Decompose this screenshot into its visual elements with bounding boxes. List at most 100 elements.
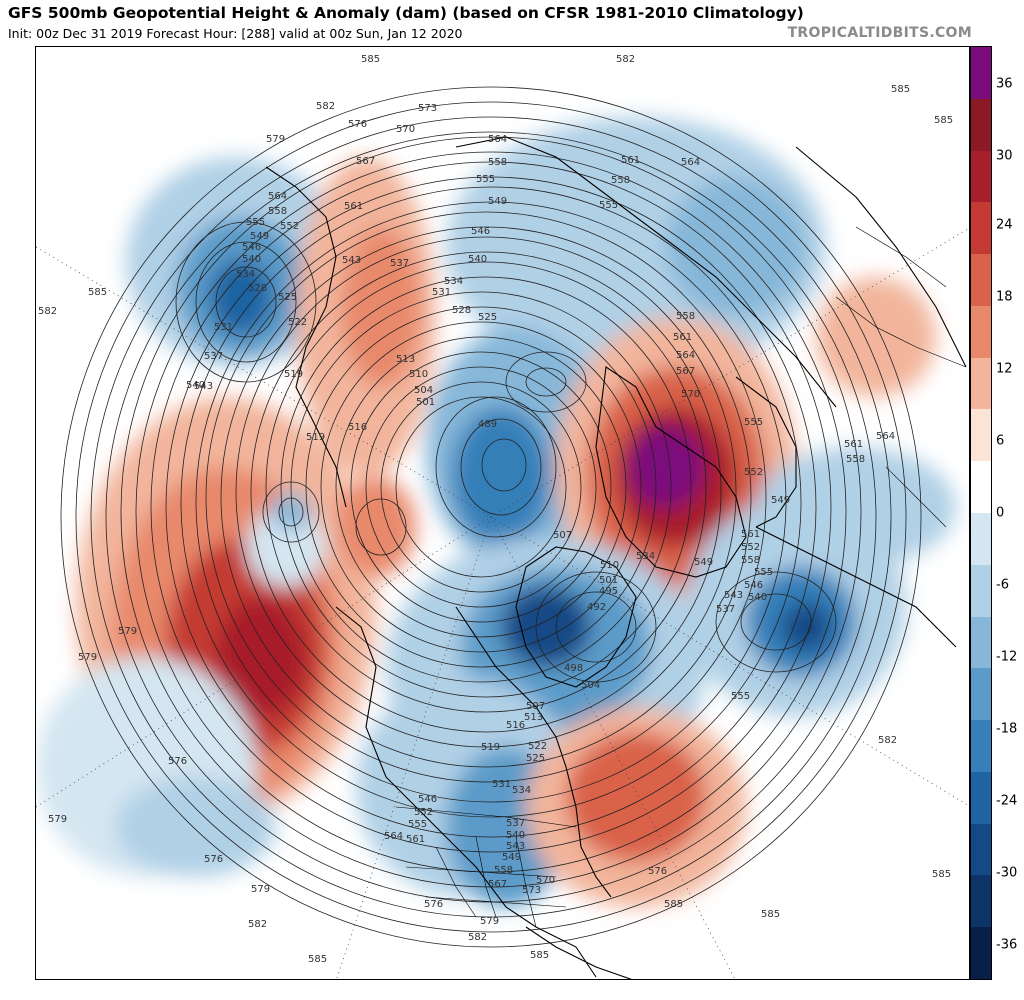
contour-label: 489: [478, 419, 497, 430]
colorbar-label: -36: [996, 937, 1018, 953]
contour: [395, 396, 567, 578]
colorbar-segment: [971, 875, 991, 928]
anomaly-shade: [216, 597, 306, 717]
contour: [481, 438, 527, 492]
contour-label: 564: [681, 157, 700, 168]
contour: [460, 418, 542, 516]
coastline-africa-north: [755, 526, 957, 648]
contour: [235, 236, 737, 748]
contour-label: 585: [88, 287, 107, 298]
contour-label: 564: [876, 431, 895, 442]
contour-label: 516: [506, 720, 525, 731]
border-state: [435, 846, 477, 918]
contour-label: 519: [306, 432, 325, 443]
coastline-greenland: [515, 546, 637, 688]
coastline-north-america-west: [335, 606, 597, 978]
contour-label: 567: [488, 879, 507, 890]
contour-label: 543: [506, 841, 525, 852]
chart-header: GFS 500mb Geopotential Height & Anomaly …: [0, 0, 1024, 46]
contour-label: 576: [348, 119, 367, 130]
contour-label: 492: [587, 602, 606, 613]
contour: [290, 291, 672, 683]
anomaly-shade: [666, 177, 806, 317]
colorbar-labels: 36 30 24 18 12 6 0 -6 -12 -18 -24 -30 -3…: [992, 46, 1024, 980]
contour-label: 579: [118, 626, 137, 637]
contour: [355, 498, 407, 556]
contour-label: 501: [416, 397, 435, 408]
colorbar-segment: [971, 771, 991, 825]
contour-label: 552: [744, 467, 763, 478]
contour: [278, 497, 304, 527]
contour-label: 543: [194, 381, 213, 392]
anomaly-colorbar: [970, 46, 992, 980]
contour-label: 558: [611, 175, 630, 186]
contour-label: 561: [741, 529, 760, 540]
anomaly-shade: [336, 477, 416, 577]
contour-label: 564: [268, 191, 287, 202]
coastline-mediterranean: [735, 376, 797, 528]
colorbar-segment: [971, 254, 991, 307]
contour-label: 507: [526, 701, 545, 712]
colorbar-label: 0: [996, 505, 1005, 521]
contour-label: 549: [771, 495, 790, 506]
colorbar-segment: [971, 409, 991, 462]
contour: [505, 351, 587, 413]
contour: [280, 276, 692, 698]
contour: [262, 481, 320, 543]
meridian-line: [490, 227, 969, 518]
map-canvas: 585 582 582 573 576 570 579 567 564 558 …: [36, 54, 969, 979]
contour-label: 513: [396, 354, 415, 365]
contour-label: 561: [673, 332, 692, 343]
contour: [135, 151, 847, 873]
colorbar-label: 24: [996, 217, 1013, 233]
contour-label: 534: [444, 276, 463, 287]
border-mideast: [885, 466, 947, 528]
contour-label: 585: [891, 84, 910, 95]
contour-label: 531: [214, 322, 233, 333]
contour: [195, 241, 297, 363]
contour-label: 495: [599, 586, 618, 597]
contour: [60, 86, 922, 948]
contour-label: 561: [621, 155, 640, 166]
anomaly-shade: [566, 732, 706, 862]
contour-label: 585: [932, 869, 951, 880]
colorbar-label: 12: [996, 361, 1013, 377]
contour-label: 576: [168, 756, 187, 767]
colorbar-label: 6: [996, 433, 1005, 449]
colorbar-label: 18: [996, 289, 1013, 305]
contour-labels: 585 582 582 573 576 570 579 567 564 558 …: [38, 54, 953, 965]
anomaly-shade: [451, 407, 551, 547]
border-state: [475, 836, 497, 918]
contour-label: 567: [356, 156, 375, 167]
colorbar-segment: [971, 202, 991, 255]
contour-label: 549: [694, 557, 713, 568]
contour-label: 534: [636, 551, 655, 562]
contour-label: 528: [248, 283, 267, 294]
border-asia: [855, 226, 947, 288]
anomaly-shade: [756, 447, 956, 567]
map-panel: 585 582 582 573 576 570 579 567 564 558 …: [35, 46, 970, 980]
contour-label: 579: [480, 916, 499, 927]
colorbar-segment: [971, 305, 991, 359]
contour-label: 504: [414, 385, 433, 396]
contour-label: 582: [468, 932, 487, 943]
height-contours: [60, 86, 922, 948]
contour-label: 549: [502, 852, 521, 863]
contour-label: 576: [204, 854, 223, 865]
coastline-arctic-siberia: [455, 136, 837, 408]
contour: [250, 251, 722, 733]
contour: [265, 261, 707, 713]
contour-label: 582: [38, 306, 57, 317]
political-borders: [395, 226, 967, 928]
contour-label: 570: [396, 124, 415, 135]
colorbar-label: -30: [996, 865, 1018, 881]
colorbar-segment: [971, 357, 991, 410]
contour-label: 585: [761, 909, 780, 920]
colorbar-segment: [971, 927, 991, 979]
contour: [205, 211, 767, 783]
meridian-line: [490, 516, 969, 807]
contour-label: 582: [248, 919, 267, 930]
colorbar-label: 36: [996, 76, 1013, 92]
anomaly-shade: [781, 602, 831, 652]
contour-label: 510: [409, 369, 428, 380]
